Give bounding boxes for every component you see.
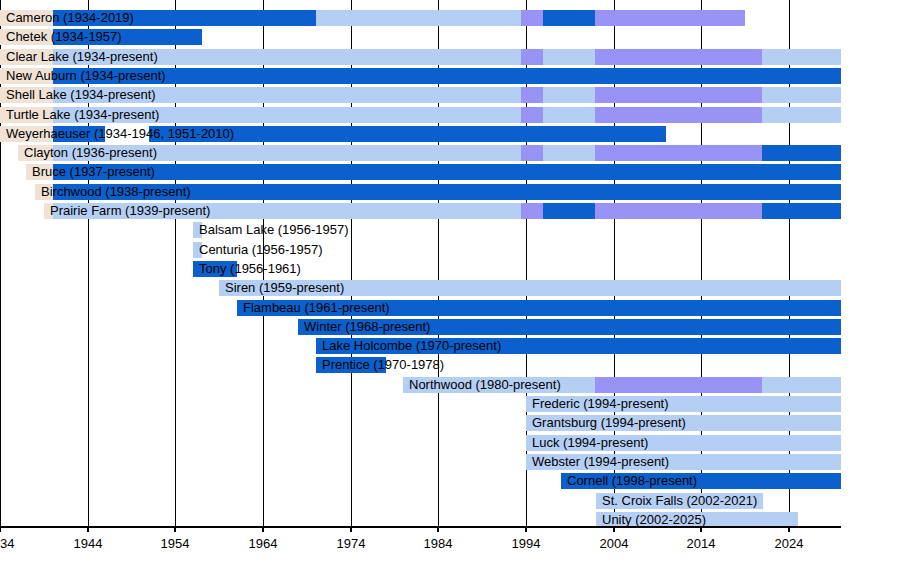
timeline-bar-segment-purple (595, 49, 762, 65)
timeline-bar-segment-light (762, 87, 841, 103)
axis-tick-1994 (525, 526, 527, 532)
timeline-row-label: Chetek (1934-1957) (6, 29, 122, 45)
timeline-row-label: Centuria (1956-1957) (199, 242, 323, 258)
timeline-bar-segment-light (762, 107, 841, 123)
timeline-row-label: Cameron (1934-2019) (6, 10, 134, 26)
axis-tick-label: 1974 (337, 536, 366, 551)
timeline-row-label: Prairie Farm (1939-present) (50, 203, 210, 219)
timeline-bar-segment-purple (521, 107, 543, 123)
timeline-row-label: Winter (1968-present) (304, 319, 430, 335)
timeline-row-label: Lake Holcombe (1970-present) (322, 338, 501, 354)
timeline-bar-segment-purple (521, 87, 543, 103)
timeline-bar-segment-purple (595, 377, 762, 393)
timeline-bar-segment-purple (595, 87, 762, 103)
timeline-bar-segment-dark (543, 203, 595, 219)
timeline-row-label: Birchwood (1938-present) (41, 184, 191, 200)
axis-tick-label: 1964 (249, 536, 278, 551)
timeline-row-label: Balsam Lake (1956-1957) (199, 222, 349, 238)
timeline-row-label: Turtle Lake (1934-present) (6, 107, 159, 123)
timeline-row-label: New Auburn (1934-present) (6, 68, 166, 84)
timeline-bar-segment-light (762, 377, 841, 393)
timeline-row-label: Luck (1994-present) (532, 435, 648, 451)
timeline-bar-segment-light (543, 49, 595, 65)
axis-tick-label: 1954 (161, 536, 190, 551)
timeline-row-label: Siren (1959-present) (225, 280, 344, 296)
timeline-bar-segment-dark (53, 68, 841, 84)
timeline-bar-segment-purple (521, 49, 543, 65)
axis-tick-1934 (0, 526, 1, 532)
axis-tick-2004 (613, 526, 615, 532)
timeline-row-label: Northwood (1980-present) (409, 377, 561, 393)
timeline-chart: Cameron (1934-2019) Chetek (1934-1957) Cle… (0, 0, 900, 575)
axis-tick-2024 (788, 526, 790, 532)
timeline-bar-segment-dark (762, 203, 841, 219)
axis-tick-label: 1944 (74, 536, 103, 551)
timeline-bar-segment-purple (595, 107, 762, 123)
timeline-bar-segment-light (543, 87, 595, 103)
axis-tick-label: 2004 (600, 536, 629, 551)
timeline-row-label: Bruce (1937-present) (32, 164, 155, 180)
timeline-row-label: St. Croix Falls (2002-2021) (602, 493, 757, 509)
x-axis-line (0, 526, 841, 528)
timeline-bar-segment-dark (53, 164, 841, 180)
timeline-bar-segment-purple (595, 10, 745, 26)
axis-tick-1954 (174, 526, 176, 532)
timeline-bar-segment-dark (543, 10, 595, 26)
axis-tick-label: 1984 (424, 536, 453, 551)
timeline-row-label: Flambeau (1961-present) (243, 300, 390, 316)
timeline-row-label: Frederic (1994-present) (532, 396, 669, 412)
timeline-bar-segment-purple (595, 203, 762, 219)
axis-tick-label: 2014 (687, 536, 716, 551)
timeline-row-label: Cornell (1998-present) (567, 473, 697, 489)
timeline-row-label: Clear Lake (1934-present) (6, 49, 158, 65)
axis-tick-label: 2024 (775, 536, 804, 551)
timeline-bar-segment-light (543, 145, 595, 161)
timeline-row-label: Webster (1994-present) (532, 454, 669, 470)
timeline-bar-segment-light (543, 107, 595, 123)
axis-tick-1984 (437, 526, 439, 532)
timeline-row-label: Prentice (1970-1978) (322, 357, 444, 373)
axis-tick-1944 (87, 526, 89, 532)
timeline-bar-segment-purple (521, 145, 543, 161)
timeline-bar-segment-dark (762, 145, 841, 161)
timeline-row-label: Shell Lake (1934-present) (6, 87, 156, 103)
timeline-row-label: Weyerhaeuser (1934-1946, 1951-2010) (6, 126, 234, 142)
timeline-row-label: Grantsburg (1994-present) (532, 415, 686, 431)
timeline-row-label: Tony (1956-1961) (199, 261, 301, 277)
axis-tick-label: 1934 (0, 536, 14, 551)
axis-tick-2014 (700, 526, 702, 532)
timeline-row-label: Clayton (1936-present) (24, 145, 157, 161)
timeline-bar-segment-purple (595, 145, 762, 161)
timeline-bar-segment-light (316, 10, 521, 26)
timeline-bar-segment-light (762, 49, 841, 65)
axis-tick-label: 1994 (512, 536, 541, 551)
axis-tick-1964 (262, 526, 264, 532)
timeline-bar-segment-purple (521, 203, 543, 219)
axis-tick-1974 (350, 526, 352, 532)
timeline-bar-segment-purple (521, 10, 543, 26)
